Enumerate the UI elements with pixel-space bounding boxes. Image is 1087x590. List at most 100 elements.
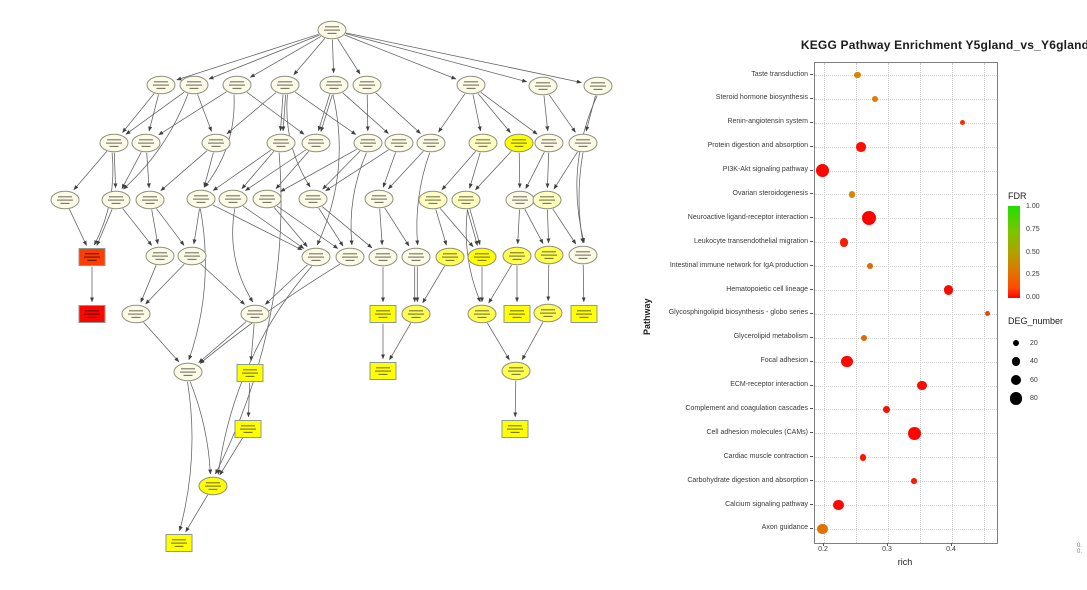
dag-term-node bbox=[353, 133, 383, 153]
y-tick-mark bbox=[810, 145, 813, 147]
pathway-label: Axon guidance bbox=[761, 524, 808, 532]
dag-edge bbox=[521, 321, 544, 361]
dag-edge bbox=[379, 208, 384, 246]
dag-term-box bbox=[501, 420, 529, 438]
dag-term-node bbox=[364, 189, 394, 209]
dag-edge bbox=[123, 93, 189, 190]
dag-edge bbox=[524, 209, 544, 245]
clipped-edge-text: 0. 0. bbox=[1077, 543, 1083, 555]
dag-edge bbox=[122, 93, 155, 133]
dag-term-node bbox=[401, 247, 431, 267]
dag-term-box bbox=[78, 305, 106, 323]
dag-term-node bbox=[335, 247, 365, 267]
dag-edge bbox=[249, 36, 322, 78]
dag-term-node bbox=[368, 247, 398, 267]
gridline-horizontal bbox=[815, 75, 997, 76]
dag-term-node bbox=[568, 245, 598, 265]
dag-edge bbox=[525, 152, 545, 190]
pathway-label: Glycosphingolipid biosynthesis - globo s… bbox=[668, 309, 808, 317]
dag-edge bbox=[219, 437, 243, 476]
dag-term-box bbox=[369, 305, 397, 323]
pathway-label: Steroid hormone biosynthesis bbox=[715, 94, 808, 102]
dag-edge bbox=[226, 92, 277, 135]
plot-panel bbox=[814, 62, 998, 544]
y-tick-mark bbox=[810, 74, 813, 75]
dag-term-node bbox=[145, 246, 175, 266]
y-tick-mark bbox=[810, 265, 813, 267]
dag-term-box bbox=[570, 305, 598, 323]
dag-edge bbox=[125, 91, 185, 135]
dag-term-node bbox=[418, 190, 448, 210]
enrichment-dot bbox=[849, 191, 856, 198]
pathway-label: Leukocyte transendothelial migration bbox=[693, 237, 808, 245]
gridline-vertical bbox=[856, 63, 857, 543]
dag-edge bbox=[415, 152, 431, 246]
dag-term-node bbox=[135, 190, 165, 210]
dag-edge bbox=[517, 152, 522, 189]
gridline-vertical bbox=[984, 63, 985, 543]
dag-term-node bbox=[435, 247, 465, 267]
dag-edge bbox=[203, 152, 214, 188]
gridline-horizontal bbox=[815, 194, 997, 196]
dag-term-node bbox=[198, 476, 228, 496]
dag-edge bbox=[545, 152, 550, 189]
y-tick-mark bbox=[810, 408, 813, 410]
dag-edge bbox=[345, 33, 528, 83]
dag-term-node bbox=[504, 133, 534, 153]
dag-edge bbox=[388, 151, 424, 190]
x-tick-label: 0.3 bbox=[882, 546, 892, 553]
dag-term-node bbox=[502, 246, 532, 266]
dag-edge bbox=[199, 263, 341, 364]
fdr-tick-label: 1.00 bbox=[1026, 203, 1040, 210]
pathway-label: Complement and coagulation cascades bbox=[685, 404, 808, 412]
pathway-label: Ovarian steroidogenesis bbox=[732, 189, 809, 197]
dag-edge bbox=[487, 322, 510, 361]
y-tick-mark bbox=[810, 217, 813, 219]
dag-edge bbox=[293, 38, 326, 76]
deg-size-dot bbox=[1011, 357, 1021, 366]
gridline-horizontal bbox=[815, 433, 997, 435]
enrichment-dot bbox=[984, 311, 990, 317]
dag-edge bbox=[280, 148, 357, 192]
gridline-vertical bbox=[952, 63, 953, 543]
dag-term-node bbox=[179, 75, 209, 95]
dag-edge bbox=[325, 149, 389, 192]
dag-edge bbox=[438, 93, 466, 133]
dag-edge bbox=[178, 381, 193, 532]
dag-term-node bbox=[186, 189, 216, 209]
dag-edge bbox=[346, 32, 582, 84]
dag-term-node bbox=[301, 247, 331, 267]
enrichment-dot bbox=[860, 334, 867, 341]
dag-edge bbox=[337, 38, 361, 75]
dag-edge bbox=[578, 152, 585, 244]
dag-term-node bbox=[301, 133, 331, 153]
y-axis-title: Pathway bbox=[642, 298, 652, 335]
dag-edge bbox=[121, 152, 142, 190]
enrichment-dot bbox=[817, 523, 829, 535]
go-dag-graph bbox=[50, 20, 613, 552]
gridline-vertical bbox=[920, 63, 921, 543]
deg-size-label: 40 bbox=[1030, 358, 1038, 365]
dag-edge bbox=[281, 94, 286, 132]
dag-term-node bbox=[101, 190, 131, 210]
gridline-horizontal bbox=[815, 122, 997, 124]
dag-edge bbox=[546, 209, 551, 244]
gridline-horizontal bbox=[815, 266, 997, 268]
enrichment-dot bbox=[872, 95, 879, 102]
dag-edge bbox=[242, 205, 305, 249]
dag-edge bbox=[439, 208, 474, 248]
enrichment-dot bbox=[944, 285, 954, 295]
dag-edge bbox=[422, 265, 445, 304]
dag-edge bbox=[322, 150, 361, 190]
enrichment-dot bbox=[911, 478, 917, 484]
dag-term-node bbox=[528, 76, 558, 96]
enrichment-dot bbox=[959, 120, 965, 126]
dag-term-node bbox=[468, 133, 498, 153]
enrichment-dot bbox=[861, 211, 876, 226]
dag-edge bbox=[585, 95, 596, 132]
dag-edge bbox=[475, 151, 512, 191]
dag-term-node bbox=[568, 133, 598, 153]
dag-edge bbox=[480, 91, 538, 135]
dag-edge bbox=[145, 263, 185, 305]
